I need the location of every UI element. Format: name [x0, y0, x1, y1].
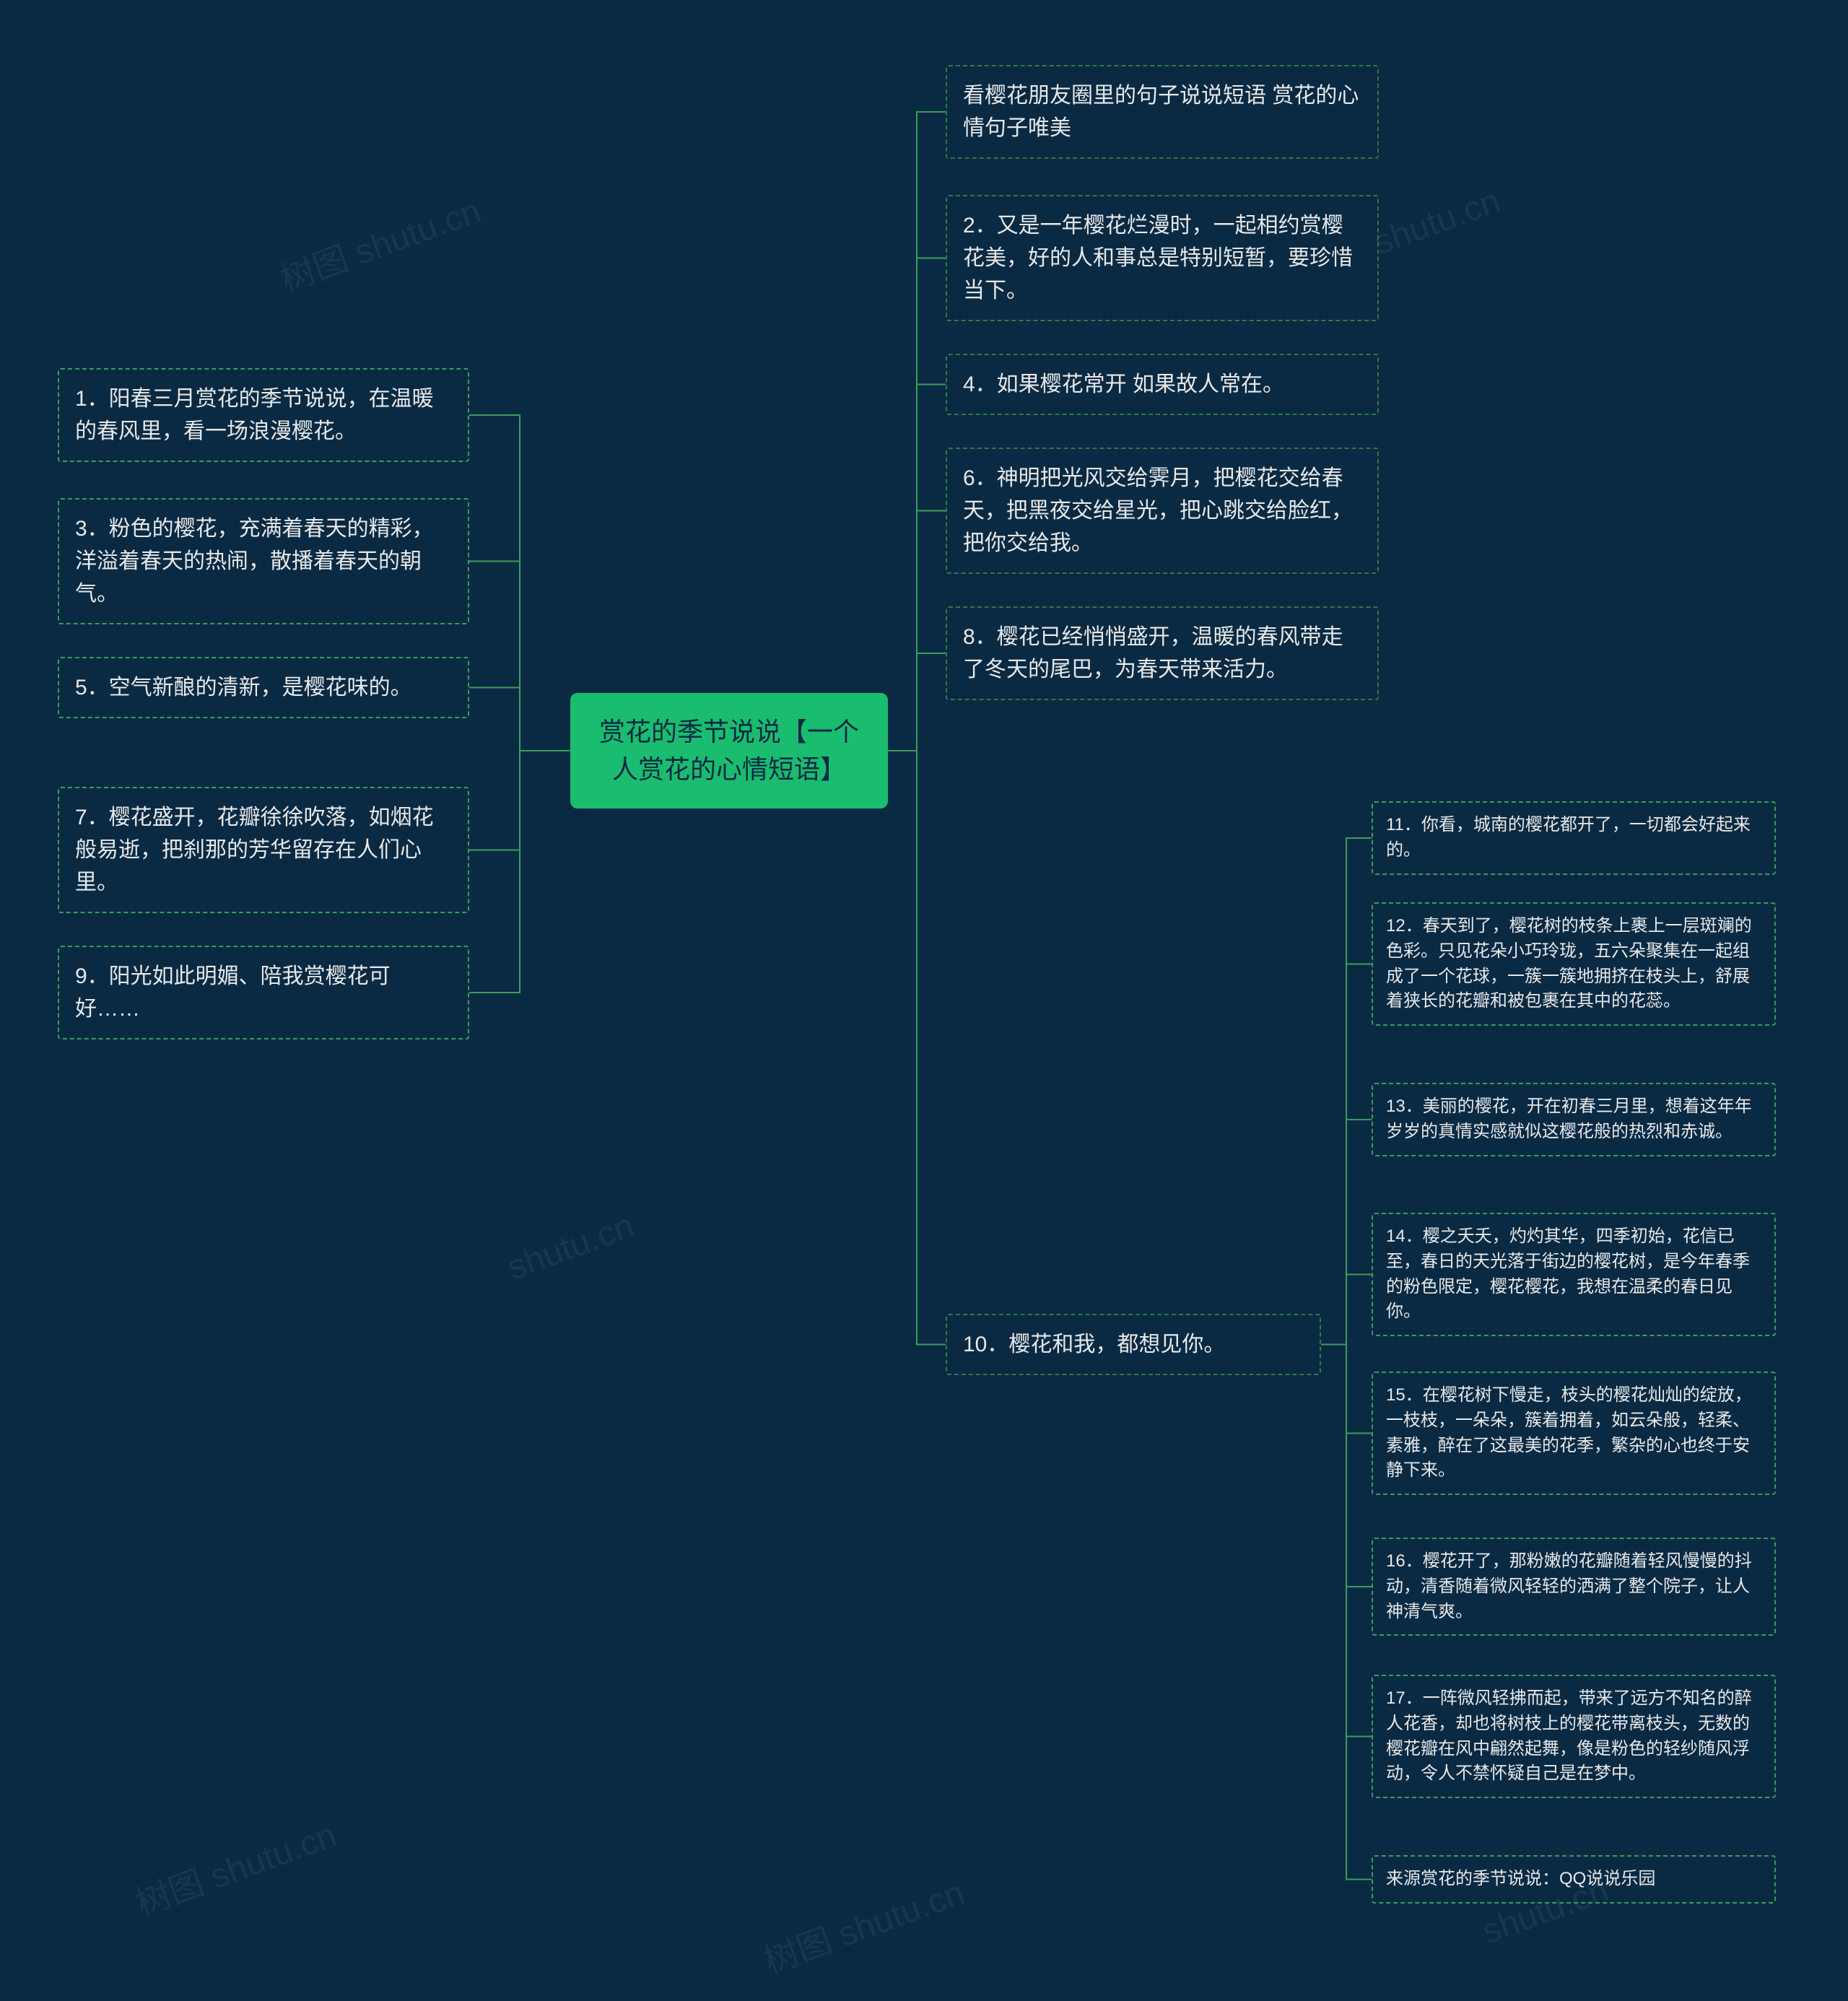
node-text: 7．樱花盛开，花瓣徐徐吹落，如烟花般易逝，把刹那的芳华留存在人们心里。	[75, 806, 434, 894]
node-text: 看樱花朋友圈里的句子说说短语 赏花的心情句子唯美	[963, 84, 1359, 140]
node-text: 9．阳光如此明媚、陪我赏樱花可好……	[75, 964, 391, 1021]
node-text: 6．神明把光风交给霁月，把樱花交给春天，把黑夜交给星光，把心跳交给脸红，把你交给…	[963, 466, 1353, 555]
mindmap-node-C11: 11．你看，城南的樱花都开了，一切都会好起来的。	[1372, 801, 1776, 875]
watermark: shutu.cn	[1369, 181, 1505, 263]
watermark: 树图 shutu.cn	[756, 1864, 970, 1983]
mindmap-canvas: 树图 shutu.cn shutu.cn shutu.cn 树图 shutu.cn 树图…	[0, 0, 1848, 2001]
watermark: shutu.cn	[502, 1206, 639, 1289]
watermark: 树图 shutu.cn	[128, 1806, 342, 1925]
node-text: 16．樱花开了，那粉嫩的花瓣随着轻风慢慢的抖动，清香随着微风轻轻的洒满了整个院子…	[1386, 1551, 1752, 1621]
mindmap-node-C12: 12．春天到了，樱花树的枝条上裹上一层斑斓的色彩。只见花朵小巧玲珑，五六朵聚集在…	[1372, 902, 1776, 1026]
mindmap-node-L5: 5．空气新酿的清新，是樱花味的。	[58, 657, 469, 718]
node-text: 13．美丽的樱花，开在初春三月里，想着这年年岁岁的真情实感就似这樱花般的热烈和赤…	[1386, 1097, 1752, 1141]
node-text: 12．春天到了，樱花树的枝条上裹上一层斑斓的色彩。只见花朵小巧玲珑，五六朵聚集在…	[1386, 916, 1752, 1011]
mindmap-node-L1: 1．阳春三月赏花的季节说说，在温暖的春风里，看一场浪漫樱花。	[58, 368, 469, 462]
mindmap-node-C14: 14．樱之夭夭，灼灼其华，四季初始，花信已至，春日的天光落于街边的樱花树，是今年…	[1372, 1213, 1776, 1336]
mindmap-node-R8: 8．樱花已经悄悄盛开，温暖的春风带走了冬天的尾巴，为春天带来活力。	[946, 606, 1379, 700]
mindmap-node-L9: 9．阳光如此明媚、陪我赏樱花可好……	[58, 946, 469, 1039]
node-text: 5．空气新酿的清新，是樱花味的。	[75, 676, 412, 699]
node-text: 10．樱花和我，都想见你。	[963, 1333, 1225, 1356]
node-text: 1．阳春三月赏花的季节说说，在温暖的春风里，看一场浪漫樱花。	[75, 387, 434, 443]
root-text: 赏花的季节说说【一个人赏花的心情短语】	[599, 717, 859, 784]
mindmap-node-R0: 看樱花朋友圈里的句子说说短语 赏花的心情句子唯美	[946, 65, 1379, 159]
node-text: 15．在樱花树下慢走，枝头的樱花灿灿的绽放，一枝枝，一朵朵，簇着拥着，如云朵般，…	[1386, 1385, 1752, 1480]
mindmap-node-C15: 15．在樱花树下慢走，枝头的樱花灿灿的绽放，一枝枝，一朵朵，簇着拥着，如云朵般，…	[1372, 1372, 1776, 1495]
root-node: 赏花的季节说说【一个人赏花的心情短语】	[570, 693, 888, 808]
mindmap-node-L3: 3．粉色的樱花，充满着春天的精彩，洋溢着春天的热闹，散播着春天的朝气。	[58, 498, 469, 624]
node-text: 14．樱之夭夭，灼灼其华，四季初始，花信已至，春日的天光落于街边的樱花树，是今年…	[1386, 1226, 1750, 1321]
mindmap-node-R2: 2．又是一年樱花烂漫时，一起相约赏樱花美，好的人和事总是特别短暂，要珍惜当下。	[946, 195, 1379, 321]
mindmap-node-CS: 来源赏花的季节说说：QQ说说乐园	[1372, 1855, 1776, 1904]
node-text: 4．如果樱花常开 如果故人常在。	[963, 372, 1284, 396]
mindmap-node-C16: 16．樱花开了，那粉嫩的花瓣随着轻风慢慢的抖动，清香随着微风轻轻的洒满了整个院子…	[1372, 1538, 1776, 1636]
mindmap-node-C17: 17．一阵微风轻拂而起，带来了远方不知名的醉人花香，却也将树枝上的樱花带离枝头，…	[1372, 1675, 1776, 1798]
mindmap-node-R4: 4．如果樱花常开 如果故人常在。	[946, 354, 1379, 415]
watermark: 树图 shutu.cn	[272, 182, 487, 301]
node-text: 17．一阵微风轻拂而起，带来了远方不知名的醉人花香，却也将树枝上的樱花带离枝头，…	[1386, 1688, 1752, 1783]
mindmap-node-C13: 13．美丽的樱花，开在初春三月里，想着这年年岁岁的真情实感就似这樱花般的热烈和赤…	[1372, 1083, 1776, 1156]
node-text: 2．又是一年樱花烂漫时，一起相约赏樱花美，好的人和事总是特别短暂，要珍惜当下。	[963, 214, 1353, 302]
mindmap-node-R6: 6．神明把光风交给霁月，把樱花交给春天，把黑夜交给星光，把心跳交给脸红，把你交给…	[946, 448, 1379, 574]
node-text: 3．粉色的樱花，充满着春天的精彩，洋溢着春天的热闹，散播着春天的朝气。	[75, 517, 434, 606]
mindmap-node-R10: 10．樱花和我，都想见你。	[946, 1314, 1321, 1375]
node-text: 8．樱花已经悄悄盛开，温暖的春风带走了冬天的尾巴，为春天带来活力。	[963, 625, 1343, 681]
node-text: 来源赏花的季节说说：QQ说说乐园	[1386, 1869, 1655, 1888]
node-text: 11．你看，城南的樱花都开了，一切都会好起来的。	[1386, 815, 1751, 860]
mindmap-node-L7: 7．樱花盛开，花瓣徐徐吹落，如烟花般易逝，把刹那的芳华留存在人们心里。	[58, 787, 469, 913]
